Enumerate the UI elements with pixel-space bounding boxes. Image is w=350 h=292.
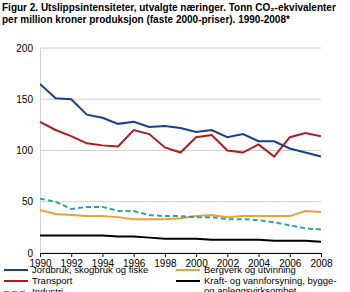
x-tick-label: 2008 xyxy=(310,258,333,269)
y-tick: 200 xyxy=(16,43,40,54)
series-line xyxy=(40,210,321,219)
grid-line xyxy=(40,99,321,100)
y-tick-label: 200 xyxy=(16,43,33,54)
x-tick-mark xyxy=(227,253,228,257)
legend-swatch xyxy=(4,280,28,282)
legend: Jordbruk, skogbruk og fiske Bergverk og u… xyxy=(4,264,337,292)
grid-line xyxy=(40,48,321,49)
legend-label: Transport xyxy=(32,275,73,286)
x-tick-mark xyxy=(102,253,103,257)
y-axis-line xyxy=(40,49,41,254)
y-tick-label: 50 xyxy=(22,196,34,207)
x-tick-mark xyxy=(165,253,166,257)
x-tick-mark xyxy=(290,253,291,257)
grid xyxy=(40,48,321,253)
legend-swatch xyxy=(4,269,28,271)
x-tick-mark xyxy=(71,253,72,257)
y-tick-label: 100 xyxy=(16,145,33,156)
y-axis: 0 50 100 150 200 xyxy=(16,43,40,259)
grid-line xyxy=(40,201,321,202)
y-tick-label: 150 xyxy=(16,94,33,105)
x-tick-mark xyxy=(259,253,260,257)
x-tick-mark xyxy=(321,253,322,257)
legend-label: Kraft- og vannforsyning, bygge-og anlegg… xyxy=(204,275,337,292)
y-tick: 0 xyxy=(27,248,40,259)
x-tick: 2008 xyxy=(310,253,333,269)
y-tick: 50 xyxy=(22,196,40,207)
legend-label: Jordbruk, skogbruk og fiske xyxy=(32,264,148,275)
legend-swatch xyxy=(176,280,200,282)
legend-swatch xyxy=(4,291,28,292)
y-tick: 100 xyxy=(16,145,40,156)
x-tick: 1998 xyxy=(154,253,177,269)
x-tick-mark xyxy=(134,253,135,257)
x-tick-mark xyxy=(40,253,41,257)
legend-label: Bergverk og utvinning xyxy=(204,264,296,275)
legend-swatch xyxy=(176,269,200,271)
series-line xyxy=(40,236,321,242)
y-tick: 150 xyxy=(16,94,40,105)
series-line xyxy=(40,84,321,157)
y-tick-label: 0 xyxy=(27,248,33,259)
lines xyxy=(40,84,321,242)
series-line xyxy=(40,199,321,230)
title: Figur 2. Utslippsintensiteter, utvalgte … xyxy=(2,2,336,25)
series-line xyxy=(40,122,321,157)
x-axis-line xyxy=(41,254,322,258)
chart: Figur 2. Utslippsintensiteter, utvalgte … xyxy=(0,0,350,292)
legend-label: Industri xyxy=(32,286,63,292)
x-tick-mark xyxy=(196,253,197,257)
x-tick-label: 1998 xyxy=(154,258,177,269)
